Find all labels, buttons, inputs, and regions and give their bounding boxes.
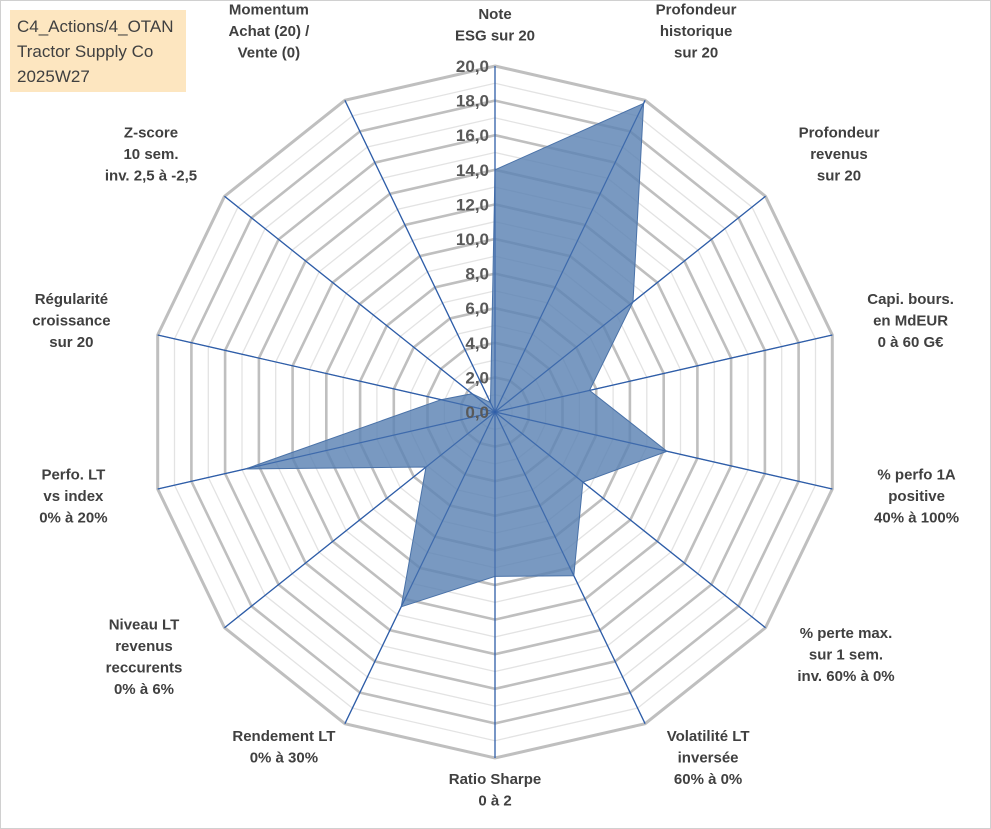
title-line-1: C4_Actions/4_OTAN: [17, 17, 174, 36]
axis-label: Capi. bours. en MdEUR 0 à 60 G€: [867, 291, 954, 351]
tick-label: 14,0: [456, 161, 489, 180]
tick-label: 6,0: [465, 299, 489, 318]
axis-label: Profondeur revenus sur 20: [799, 124, 880, 184]
axis-line-overlay: [157, 334, 496, 413]
axis-line-overlay: [494, 195, 766, 413]
axis-line-overlay: [494, 334, 833, 413]
axis-line-overlay: [494, 411, 833, 490]
axis-line-overlay: [224, 411, 496, 629]
tick-label: 20,0: [456, 57, 489, 76]
data-series: [157, 66, 833, 758]
tick-label: 4,0: [465, 334, 489, 353]
axis-line-overlay: [157, 411, 496, 490]
axis-line-overlay: [494, 100, 646, 413]
tick-label: 2,0: [465, 368, 489, 387]
axis-label: Rendement LT 0% à 30%: [232, 728, 335, 767]
title-line-3: 2025W27: [17, 67, 90, 86]
axis-line-overlay: [494, 411, 766, 629]
tick-label: 10,0: [456, 230, 489, 249]
axis-labels: Note ESG sur 20 Profondeur historique sur 20…: [32, 2, 959, 810]
axis-line-overlay: [344, 100, 496, 413]
axis-label: Niveau LT revenus reccurents 0% à 6%: [106, 616, 183, 698]
tick-label: 12,0: [456, 195, 489, 214]
axis-label: Régularité croissance sur 20: [32, 291, 110, 351]
axis-label: % perte max. sur 1 sem. inv. 60% à 0%: [797, 625, 894, 685]
axis-label: Z-score 10 sem. inv. 2,5 à -2,5: [105, 124, 197, 184]
tick-labels: 0,0 2,0 4,0 6,0 8,0 10,0 12,0 14,0 16,0 18,0 20,0: [456, 57, 489, 422]
tick-label: 8,0: [465, 265, 489, 284]
axis-line-overlay: [494, 411, 646, 724]
axis-line-overlay: [344, 411, 496, 724]
title-line-2: Tractor Supply Co: [17, 42, 154, 61]
axis-label: Note ESG sur 20: [455, 6, 535, 45]
axis-line-overlay: [224, 195, 496, 413]
title-box: C4_Actions/4_OTAN Tractor Supply Co 2025…: [10, 10, 186, 92]
axis-label: Perfo. LT vs index 0% à 20%: [39, 466, 107, 526]
axis-label: Profondeur historique sur 20: [656, 2, 737, 62]
axis-label: Ratio Sharpe 0 à 2: [449, 771, 542, 810]
axis-label: % perfo 1A positive 40% à 100%: [874, 466, 959, 526]
tick-label: 0,0: [465, 403, 489, 422]
axis-label: Momentum Achat (20) / Vente (0): [228, 2, 310, 62]
axis-label: Volatilité LT inversée 60% à 0%: [667, 728, 750, 788]
tick-label: 16,0: [456, 126, 489, 145]
tick-label: 18,0: [456, 92, 489, 111]
